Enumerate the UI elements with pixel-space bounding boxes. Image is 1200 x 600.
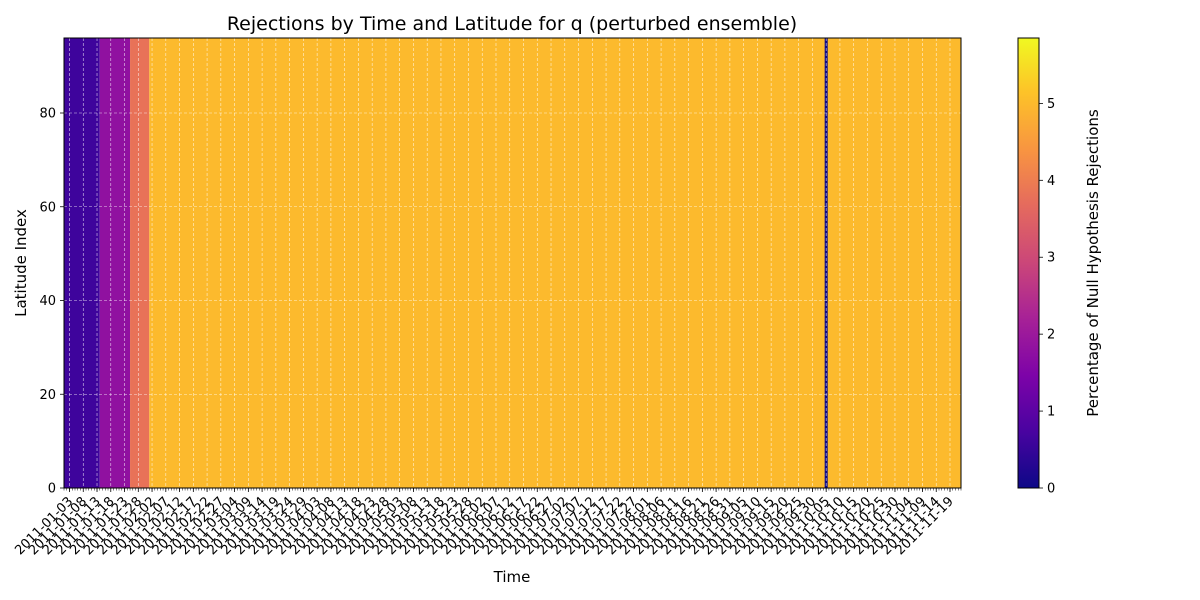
x-axis: 2011-01-032011-01-082011-01-132011-01-18…: [12, 488, 962, 558]
colorbar: [1017, 37, 1040, 489]
grid-lines: [64, 38, 961, 488]
y-axis-label: Latitude Index: [12, 209, 30, 317]
colorbar-tick-label: 3: [1047, 251, 1055, 266]
colorbar-label: Percentage of Null Hypothesis Rejections: [1084, 109, 1102, 417]
y-tick-label: 80: [39, 107, 56, 122]
heatmap-region-3: [130, 38, 150, 488]
y-tick-label: 20: [39, 388, 56, 403]
y-tick-label: 60: [39, 200, 56, 215]
colorbar-tick-label: 1: [1047, 405, 1055, 420]
colorbar-tick-label: 4: [1047, 174, 1055, 189]
heatmap-region-2: [99, 38, 131, 488]
y-tick-label: 0: [48, 482, 56, 497]
x-axis-label: Time: [493, 568, 531, 586]
colorbar-tick-label: 2: [1047, 328, 1055, 343]
colorbar-ticks: 0 1 2 3 4 5: [1039, 97, 1055, 497]
heatmap-region-4: [149, 38, 961, 488]
chart-title: Rejections by Time and Latitude for q (p…: [227, 13, 797, 35]
y-axis: 0 20 40 60 80: [39, 107, 64, 497]
y-tick-label: 40: [39, 294, 56, 309]
colorbar-tick-label: 0: [1047, 482, 1055, 497]
colorbar-tick-label: 5: [1047, 97, 1055, 112]
